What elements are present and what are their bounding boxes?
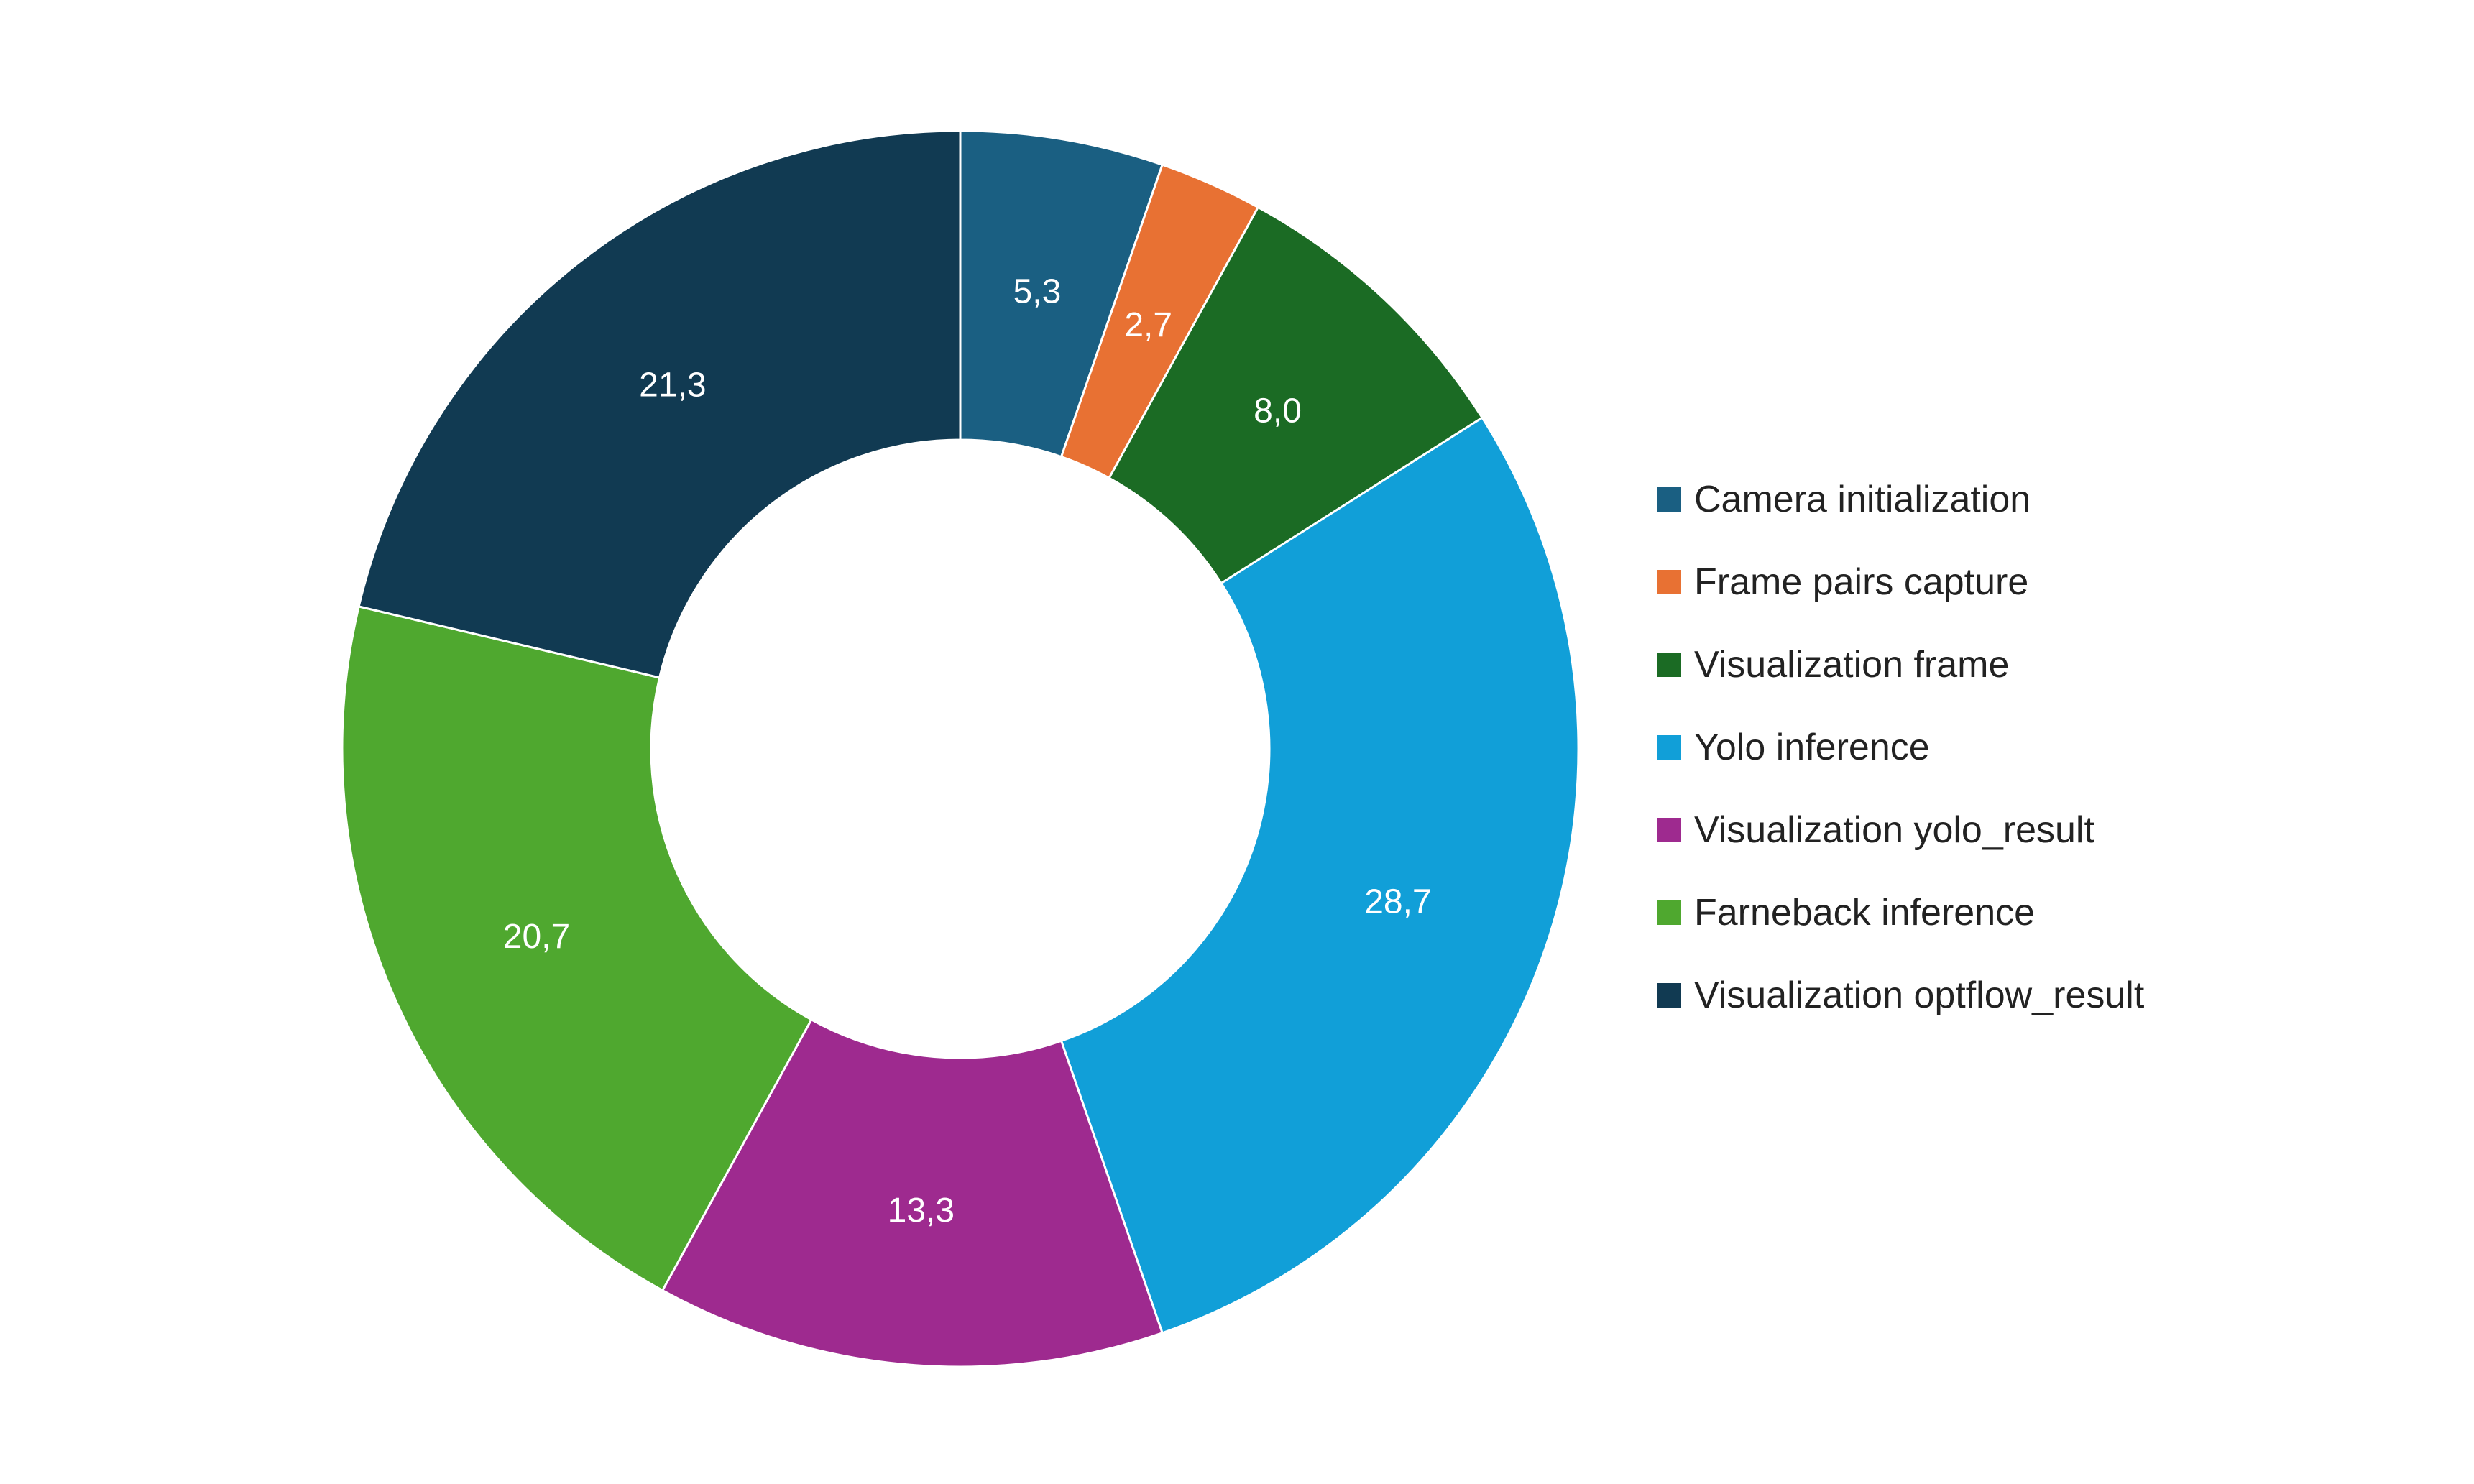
slice-label-7: 21,3 — [639, 367, 706, 405]
slice-5 — [661, 1018, 1164, 1368]
legend-label-3: Visualization frame — [1694, 644, 2009, 686]
legend-swatch-4 — [1657, 735, 1681, 760]
legend-label-6: Farneback inference — [1694, 892, 2035, 934]
slice-6 — [341, 605, 813, 1292]
slice-label-6: 20,7 — [503, 918, 570, 956]
legend-label-4: Yolo inference — [1694, 727, 1930, 768]
slice-3 — [1108, 206, 1484, 585]
chart-legend: Camera initialization Frame pairs capture… — [1657, 479, 2145, 1016]
legend-swatch-6 — [1657, 900, 1681, 925]
legend-swatch-7 — [1657, 983, 1681, 1008]
legend-label-2: Frame pairs capture — [1694, 561, 2028, 603]
slice-4 — [1059, 416, 1580, 1335]
slice-7 — [357, 129, 962, 679]
slice-label-3: 8,0 — [1254, 392, 1302, 430]
slice-label-1: 5,3 — [1013, 272, 1062, 310]
legend-label-7: Visualization optflow_result — [1694, 974, 2145, 1016]
chart-data-labels: 5,3 2,7 8,0 28,7 13,3 20,7 21,3 — [503, 272, 1432, 1230]
slice-label-2: 2,7 — [1124, 306, 1172, 344]
legend-swatch-1 — [1657, 487, 1681, 512]
legend-swatch-3 — [1657, 653, 1681, 677]
chart-slices — [341, 129, 1580, 1368]
slice-label-5: 13,3 — [888, 1192, 955, 1230]
legend-swatch-2 — [1657, 570, 1681, 594]
slice-label-4: 28,7 — [1364, 882, 1431, 921]
legend-label-1: Camera initialization — [1694, 479, 2031, 520]
legend-swatch-5 — [1657, 818, 1681, 842]
legend-label-5: Visualization yolo_result — [1694, 809, 2094, 851]
